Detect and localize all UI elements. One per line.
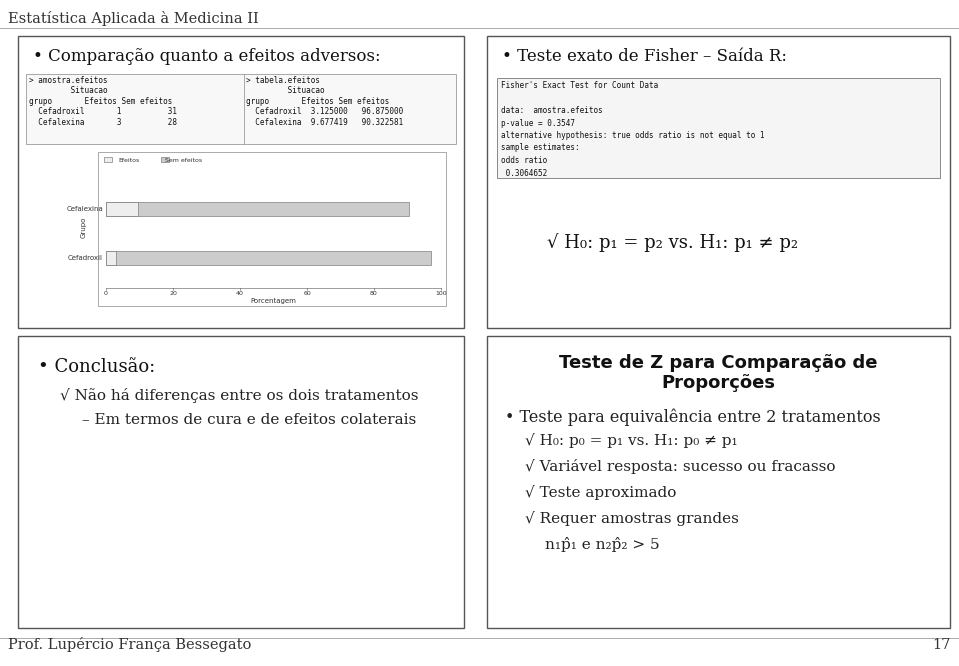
Text: Cefadroxil: Cefadroxil [68,254,103,260]
FancyBboxPatch shape [106,250,431,264]
Text: Cefalexina: Cefalexina [66,206,103,212]
Text: Prof. Lupércio França Bessegato: Prof. Lupércio França Bessegato [8,637,251,652]
FancyBboxPatch shape [18,336,464,628]
FancyBboxPatch shape [161,157,169,162]
Text: √ H₀: p₀ = p₁ vs. H₁: p₀ ≠ p₁: √ H₀: p₀ = p₁ vs. H₁: p₀ ≠ p₁ [525,433,737,448]
FancyBboxPatch shape [104,157,112,162]
Text: • Teste exato de Fisher – Saída R:: • Teste exato de Fisher – Saída R: [502,48,787,65]
FancyBboxPatch shape [106,202,138,216]
Text: 80: 80 [370,291,378,296]
Text: √ Variável resposta: sucesso ou fracasso: √ Variável resposta: sucesso ou fracasso [525,459,835,474]
FancyBboxPatch shape [18,36,464,328]
FancyBboxPatch shape [106,250,116,264]
Text: 100: 100 [435,291,447,296]
Text: √ Requer amostras grandes: √ Requer amostras grandes [525,511,738,526]
Text: √ H₀: p₁ = p₂ vs. H₁: p₁ ≠ p₂: √ H₀: p₁ = p₂ vs. H₁: p₁ ≠ p₂ [547,234,798,252]
Text: Grupo: Grupo [81,216,87,238]
Text: Proporções: Proporções [662,374,776,392]
Text: Efeitos: Efeitos [118,158,139,163]
Text: 20: 20 [169,291,177,296]
Text: • Conclusão:: • Conclusão: [38,358,155,376]
Text: √ Não há diferenças entre os dois tratamentos: √ Não há diferenças entre os dois tratam… [60,388,418,403]
Text: • Comparação quanto a efeitos adversos:: • Comparação quanto a efeitos adversos: [33,48,381,65]
Text: 60: 60 [303,291,311,296]
Text: • Teste para equivalência entre 2 tratamentos: • Teste para equivalência entre 2 tratam… [505,408,880,426]
Text: 17: 17 [932,638,951,652]
Text: √ Teste aproximado: √ Teste aproximado [525,485,676,500]
Text: – Em termos de cura e de efeitos colaterais: – Em termos de cura e de efeitos colater… [82,413,416,427]
FancyBboxPatch shape [487,36,950,328]
FancyBboxPatch shape [487,336,950,628]
Text: 40: 40 [236,291,244,296]
Text: Porcentagem: Porcentagem [250,298,296,304]
Text: Fisher's Exact Test for Count Data

data:  amostra.efeitos
p-value = 0.3547
alte: Fisher's Exact Test for Count Data data:… [501,81,764,178]
Text: n₁p̂₁ e n₂p̂₂ > 5: n₁p̂₁ e n₂p̂₂ > 5 [545,537,660,552]
Text: Sem efeitos: Sem efeitos [165,158,202,163]
Text: Teste de Z para Comparação de: Teste de Z para Comparação de [559,354,877,372]
Text: 0: 0 [105,291,108,296]
FancyBboxPatch shape [26,74,456,144]
FancyBboxPatch shape [106,202,409,216]
Text: > amostra.efeitos
         Situacao
grupo       Efeitos Sem efeitos
  Cefadroxil: > amostra.efeitos Situacao grupo Efeitos… [29,76,177,127]
Text: > tabela.efeitos
         Situacao
grupo       Efeitos Sem efeitos
  Cefadroxil : > tabela.efeitos Situacao grupo Efeitos … [246,76,403,127]
FancyBboxPatch shape [497,78,940,178]
Text: Estatística Aplicada à Medicina II: Estatística Aplicada à Medicina II [8,11,259,26]
FancyBboxPatch shape [98,152,446,306]
